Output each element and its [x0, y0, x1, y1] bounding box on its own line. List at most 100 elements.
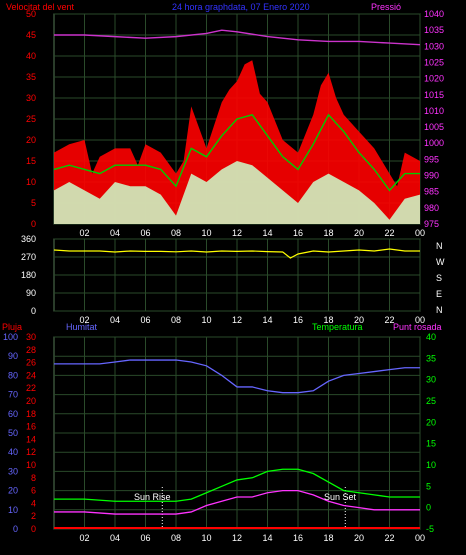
- pressure-y-tick-label: 1000: [424, 138, 444, 148]
- humidity-y-tick-label: 60: [8, 409, 18, 419]
- pressure-y-tick-label: 995: [424, 154, 439, 164]
- wind-y-tick-label: 5: [31, 198, 36, 208]
- sunrise-label: Sun Rise: [134, 492, 171, 502]
- compass-label: N: [436, 305, 443, 315]
- pressure-y-tick-label: 1035: [424, 25, 444, 35]
- rain-y-tick-label: 30: [26, 332, 36, 342]
- rain-y-tick-label: 4: [31, 498, 36, 508]
- x-tick-label: 22: [384, 228, 394, 238]
- x-tick-label: 14: [262, 315, 272, 325]
- direction-y-tick-label: 0: [31, 306, 36, 316]
- temperature-y-tick-label: 20: [426, 417, 436, 427]
- humidity-y-tick-label: 20: [8, 486, 18, 496]
- wind-y-tick-label: 0: [31, 219, 36, 229]
- pressure-y-tick-label: 985: [424, 187, 439, 197]
- pressure-y-tick-label: 1025: [424, 57, 444, 67]
- direction-series: [53, 248, 420, 259]
- dewpoint-series: [54, 489, 420, 515]
- wind-y-tick-label: 30: [26, 93, 36, 103]
- compass-label: W: [436, 257, 445, 267]
- x-tick-label: 18: [323, 533, 333, 543]
- pressure-y-tick-label: 975: [424, 219, 439, 229]
- wind-y-tick-label: 20: [26, 135, 36, 145]
- wind-speed-label: Velocitat del vent: [6, 2, 75, 12]
- x-tick-label: 08: [171, 533, 181, 543]
- humidity-y-tick-label: 40: [8, 447, 18, 457]
- temperature-y-tick-label: 10: [426, 460, 436, 470]
- rain-y-tick-label: 18: [26, 409, 36, 419]
- pressure-y-tick-label: 1040: [424, 9, 444, 19]
- x-tick-label: 10: [201, 228, 211, 238]
- x-tick-label: 22: [384, 315, 394, 325]
- x-tick-label: 10: [201, 315, 211, 325]
- pressure-y-tick-label: 980: [424, 203, 439, 213]
- direction-y-tick-label: 360: [21, 234, 36, 244]
- x-tick-label: 08: [171, 315, 181, 325]
- temperature-y-tick-label: -5: [426, 524, 434, 534]
- x-tick-label: 14: [262, 228, 272, 238]
- humidity-y-tick-label: 50: [8, 428, 18, 438]
- pressure-series: [54, 29, 421, 46]
- temperature-y-tick-label: 30: [426, 375, 436, 385]
- wind-y-tick-label: 45: [26, 30, 36, 40]
- x-tick-label: 12: [232, 228, 242, 238]
- compass-label: S: [436, 273, 442, 283]
- rain-y-tick-label: 28: [26, 345, 36, 355]
- rain-y-tick-label: 8: [31, 473, 36, 483]
- wind-y-tick-label: 40: [26, 51, 36, 61]
- x-tick-label: 04: [110, 533, 120, 543]
- x-tick-label: 22: [384, 533, 394, 543]
- wind-y-tick-label: 35: [26, 72, 36, 82]
- rain-y-tick-label: 14: [26, 434, 36, 444]
- sunset-label: Sun Set: [324, 492, 357, 502]
- dewpoint-label: Punt rosada: [393, 322, 442, 332]
- rain-y-tick-label: 10: [26, 460, 36, 470]
- wind-avg-series: [53, 113, 420, 192]
- humidity-y-tick-label: 30: [8, 466, 18, 476]
- direction-y-tick-label: 270: [21, 252, 36, 262]
- humidity-y-tick-label: 80: [8, 370, 18, 380]
- temperature-label: Temperatura: [312, 322, 363, 332]
- humidity-y-tick-label: 0: [13, 524, 18, 534]
- pressure-y-tick-label: 1020: [424, 74, 444, 84]
- rain-label: Pluja: [2, 322, 22, 332]
- wind-y-tick-label: 15: [26, 156, 36, 166]
- x-tick-label: 06: [140, 228, 150, 238]
- rain-y-tick-label: 24: [26, 370, 36, 380]
- pressure-y-tick-label: 1015: [424, 90, 444, 100]
- humidity-y-tick-label: 100: [3, 332, 18, 342]
- compass-label: N: [436, 241, 443, 251]
- x-tick-label: 16: [293, 315, 303, 325]
- rain-y-tick-label: 0: [31, 524, 36, 534]
- x-tick-label: 06: [140, 315, 150, 325]
- x-tick-label: 20: [354, 533, 364, 543]
- humidity-label: Humitat: [66, 322, 98, 332]
- temperature-y-tick-label: 35: [426, 353, 436, 363]
- temperature-y-tick-label: 40: [426, 332, 436, 342]
- rain-y-tick-label: 12: [26, 447, 36, 457]
- x-tick-label: 10: [201, 533, 211, 543]
- direction-y-tick-label: 90: [26, 288, 36, 298]
- x-tick-label: 00: [415, 228, 425, 238]
- x-tick-label: 02: [79, 315, 89, 325]
- pressure-label: Pressió: [371, 2, 401, 12]
- rain-y-tick-label: 26: [26, 358, 36, 368]
- humidity-y-tick-label: 10: [8, 505, 18, 515]
- pressure-y-tick-label: 1030: [424, 41, 444, 51]
- x-tick-label: 00: [415, 315, 425, 325]
- pressure-y-tick-label: 1010: [424, 106, 444, 116]
- temperature-y-tick-label: 15: [426, 439, 436, 449]
- chart-title: 24 hora graphdata, 07 Enero 2020: [172, 2, 310, 12]
- pressure-y-tick-label: 990: [424, 171, 439, 181]
- wind-y-tick-label: 25: [26, 114, 36, 124]
- x-tick-label: 12: [232, 533, 242, 543]
- humidity-y-tick-label: 90: [8, 351, 18, 361]
- wind-y-tick-label: 50: [26, 9, 36, 19]
- x-tick-label: 04: [110, 228, 120, 238]
- direction-y-tick-label: 180: [21, 270, 36, 280]
- x-tick-label: 18: [323, 315, 333, 325]
- x-tick-label: 20: [354, 228, 364, 238]
- rain-y-tick-label: 20: [26, 396, 36, 406]
- temperature-y-tick-label: 0: [426, 503, 431, 513]
